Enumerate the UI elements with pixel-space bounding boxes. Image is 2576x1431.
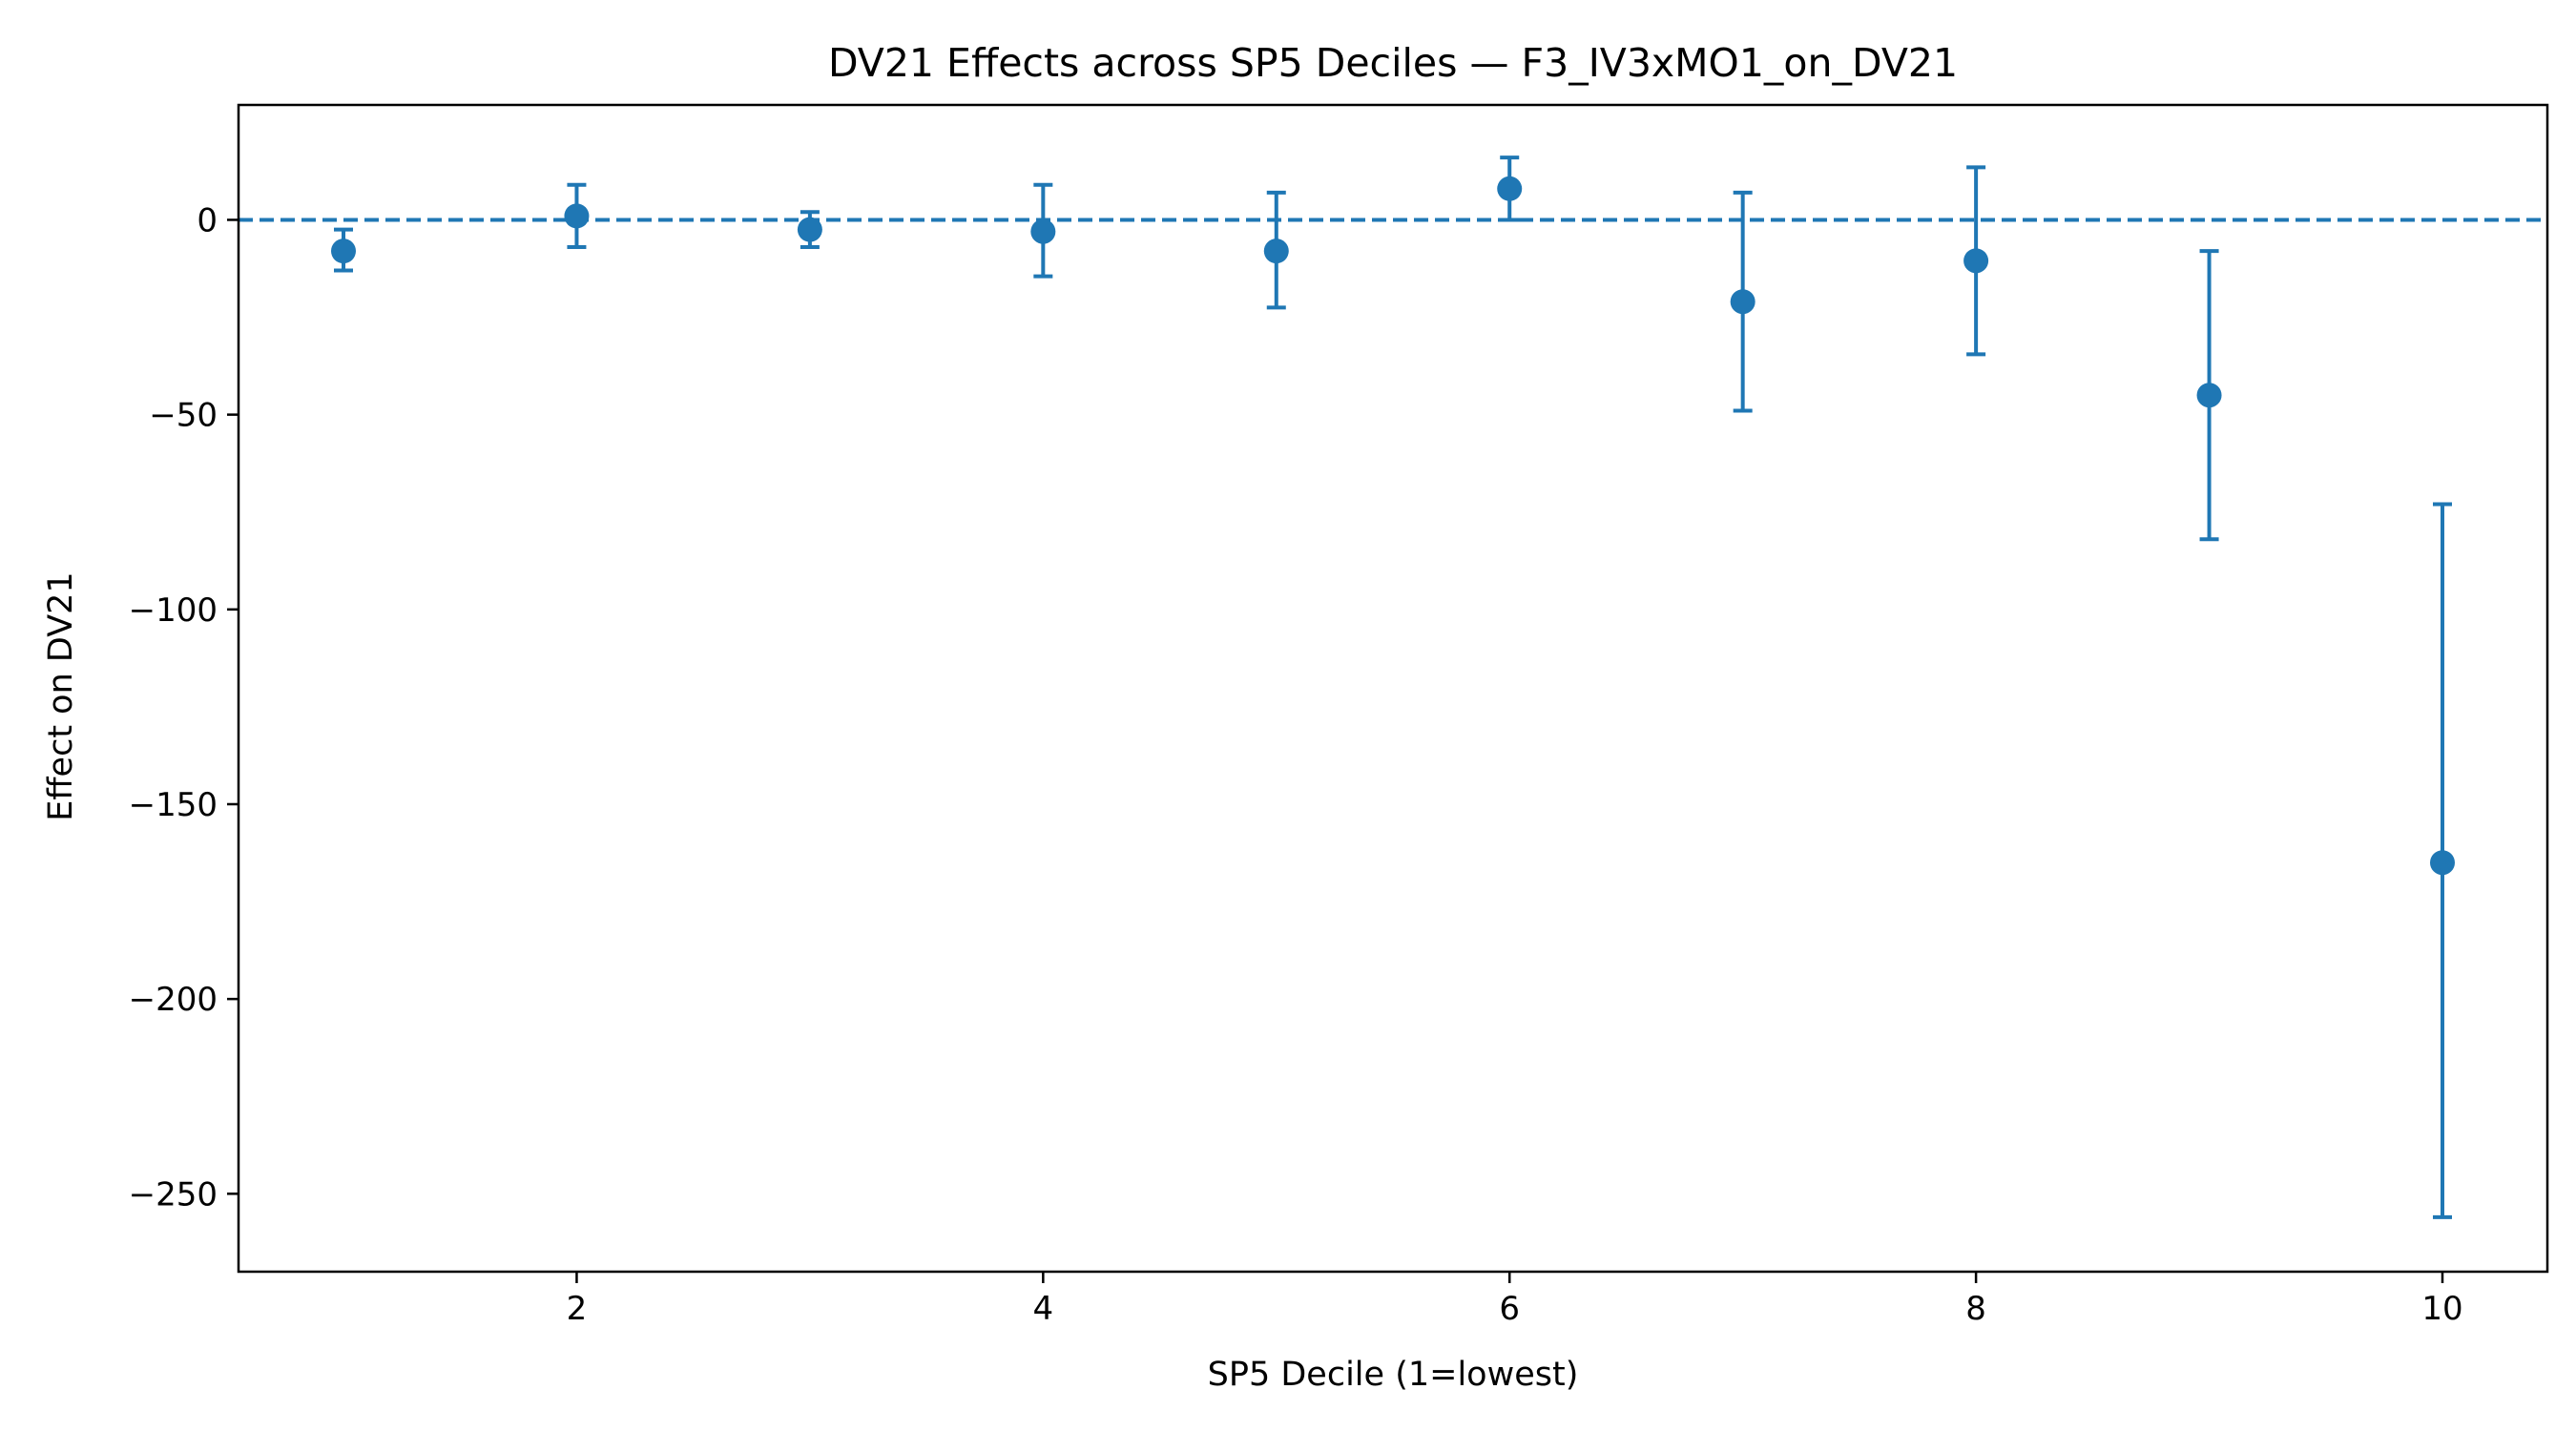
x-tick-label: 6 <box>1499 1290 1520 1328</box>
y-axis-label: Effect on DV21 <box>42 571 80 820</box>
data-point-decile-2 <box>564 203 590 229</box>
data-point-decile-1 <box>331 238 356 264</box>
data-point-decile-4 <box>1030 218 1056 244</box>
y-tick-label: −150 <box>129 786 218 824</box>
axis-layer: 2 4 6 8 10 0 −50 −100 −150 −200 −250 <box>129 103 2549 1328</box>
x-tick-label: 2 <box>567 1290 588 1328</box>
data-point-decile-3 <box>797 217 822 242</box>
data-point-decile-9 <box>2196 383 2222 408</box>
y-tick-label: −200 <box>129 981 218 1019</box>
plot-frame <box>237 103 2549 1274</box>
point-layer <box>331 176 2455 876</box>
x-axis-label: SP5 Decile (1=lowest) <box>1208 1356 1579 1394</box>
x-tick-label: 10 <box>2421 1290 2462 1328</box>
data-point-decile-5 <box>1263 238 1289 264</box>
data-point-decile-7 <box>1730 289 1755 315</box>
y-tick-label: −50 <box>149 397 218 435</box>
data-point-decile-8 <box>1963 248 1989 274</box>
data-point-decile-10 <box>2430 850 2455 876</box>
x-tick-label: 8 <box>1965 1290 1986 1328</box>
chart-title: DV21 Effects across SP5 Deciles — F3_IV3… <box>828 40 1958 86</box>
y-tick-label: 0 <box>197 201 218 239</box>
y-tick-label: −100 <box>129 591 218 630</box>
y-tick-label: −250 <box>129 1175 218 1213</box>
data-point-decile-6 <box>1497 176 1523 201</box>
x-tick-label: 4 <box>1033 1290 1054 1328</box>
